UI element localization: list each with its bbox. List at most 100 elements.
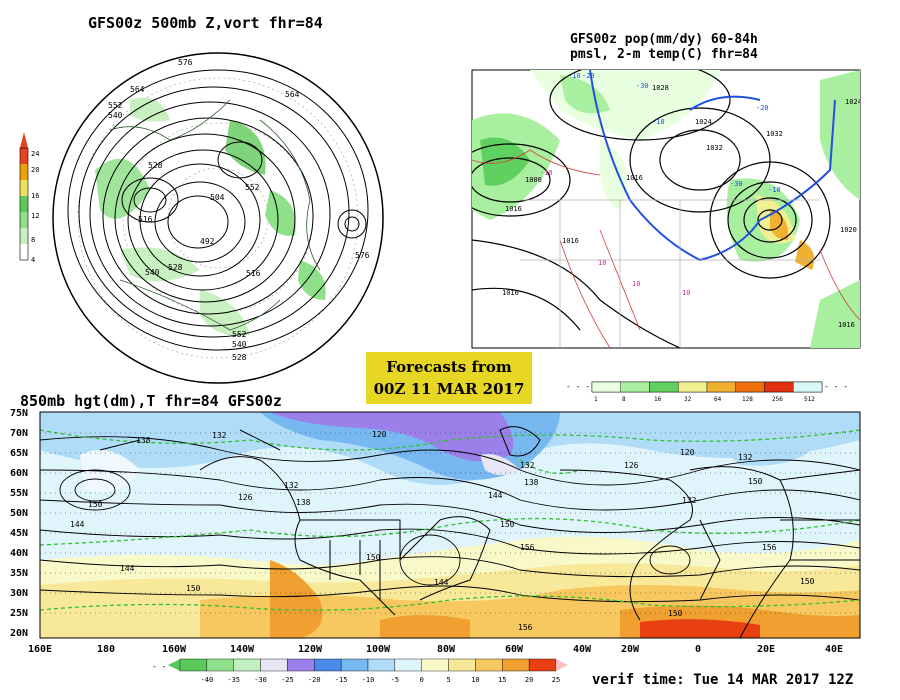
contour-label: 120 bbox=[680, 448, 695, 457]
lat-label: 60N bbox=[10, 468, 28, 479]
legend-label: 8 bbox=[31, 236, 35, 244]
lat-label: 75N bbox=[10, 408, 28, 419]
legend-label: 24 bbox=[31, 150, 39, 158]
legend-swatch bbox=[448, 658, 476, 672]
contour-label: 144 bbox=[120, 564, 135, 573]
legend-label: -30 bbox=[254, 676, 267, 684]
lat-label: 70N bbox=[10, 428, 28, 439]
legend-swatch bbox=[678, 381, 708, 393]
lon-label: 180 bbox=[97, 644, 115, 655]
lon-label: 160W bbox=[162, 644, 187, 655]
svg-text:- - -: - - - bbox=[824, 382, 848, 391]
legend-label: 12 bbox=[31, 212, 39, 220]
lon-label: 60W bbox=[505, 644, 524, 655]
legend-label: -5 bbox=[391, 676, 399, 684]
panel-b-title-line1: GFS00z pop(mm/dy) 60-84h bbox=[570, 32, 758, 47]
panel-a-title: GFS00z 500mb Z,vort fhr=84 bbox=[88, 14, 323, 32]
lon-label: 100W bbox=[366, 644, 391, 655]
legend-swatch bbox=[649, 381, 679, 393]
lon-label: 140W bbox=[230, 644, 255, 655]
legend-label: 512 bbox=[804, 396, 815, 403]
contour-label: 528 bbox=[148, 161, 163, 170]
lon-label: 40E bbox=[825, 644, 843, 655]
contour-label: 576 bbox=[178, 58, 193, 67]
contour-label: 144 bbox=[434, 578, 449, 587]
lon-label: 20E bbox=[757, 644, 775, 655]
legend-label: 64 bbox=[714, 396, 722, 403]
temp-label: -20 bbox=[756, 104, 769, 112]
legend-swatch bbox=[260, 658, 288, 672]
contour-label: 504 bbox=[210, 193, 225, 202]
temp-label: -20 bbox=[582, 72, 595, 80]
isobar-label: 1000 bbox=[525, 176, 542, 184]
isobar-label: 1032 bbox=[706, 144, 723, 152]
legend-label: -35 bbox=[227, 676, 240, 684]
lon-label: 20W bbox=[621, 644, 640, 655]
contour-label: 126 bbox=[238, 493, 253, 502]
lat-label: 25N bbox=[10, 608, 28, 619]
lat-label: 35N bbox=[10, 568, 28, 579]
contour-label: 540 bbox=[145, 268, 160, 277]
contour-label: 552 bbox=[245, 183, 260, 192]
isobar-label: 1024 bbox=[695, 118, 712, 126]
legend-swatch bbox=[340, 658, 369, 672]
contour-label: 156 bbox=[520, 543, 535, 552]
lat-label: 40N bbox=[10, 548, 28, 559]
contour-label: 516 bbox=[138, 215, 153, 224]
legend-swatch bbox=[502, 658, 530, 672]
temp-label: 10 bbox=[682, 289, 690, 297]
temp-label: -30 bbox=[636, 82, 649, 90]
legend-label: 256 bbox=[772, 396, 783, 403]
legend-label: 4 bbox=[31, 256, 35, 264]
legend-label: 10 bbox=[471, 676, 479, 684]
lat-label: 45N bbox=[10, 528, 28, 539]
temp-label: -30 bbox=[730, 180, 743, 188]
panel-b-title-line2: pmsl, 2-m temp(C) fhr=84 bbox=[570, 47, 758, 62]
forecast-init-box: Forecasts from 00Z 11 MAR 2017 bbox=[366, 352, 532, 404]
legend-swatch bbox=[233, 658, 261, 672]
legend-label: 32 bbox=[684, 396, 692, 403]
panel-a-map: 576 564 552 540 528 516 504 492 564 552 … bbox=[52, 52, 384, 384]
legend-swatch bbox=[764, 381, 794, 393]
contour-label: 156 bbox=[518, 623, 533, 632]
contour-label: 150 bbox=[500, 520, 515, 529]
legend-label: -25 bbox=[281, 676, 294, 684]
isobar-label: 1016 bbox=[505, 205, 522, 213]
contour-label: 528 bbox=[232, 353, 247, 362]
legend-label: -20 bbox=[308, 676, 321, 684]
lon-label: 0 bbox=[695, 644, 701, 655]
temp-label: 10 bbox=[632, 280, 640, 288]
contour-label: 150 bbox=[88, 500, 103, 509]
verif-time: verif time: Tue 14 MAR 2017 12Z bbox=[592, 672, 854, 688]
legend-label: 0 bbox=[420, 676, 424, 684]
contour-label: 144 bbox=[488, 491, 503, 500]
lon-label: 80W bbox=[437, 644, 456, 655]
isobar-label: 1016 bbox=[502, 289, 519, 297]
contour-label: 132 bbox=[682, 496, 697, 505]
isobar-label: 1020 bbox=[840, 226, 857, 234]
contour-label: 150 bbox=[186, 584, 201, 593]
legend-swatch bbox=[706, 381, 736, 393]
contour-label: 150 bbox=[366, 553, 381, 562]
lat-label: 50N bbox=[10, 508, 28, 519]
legend-label: 16 bbox=[654, 396, 662, 403]
legend-label: 20 bbox=[525, 676, 533, 684]
panel-c-map: 138 132 120 132 126 150 144 144 132 138 … bbox=[10, 408, 861, 655]
contour-label: 156 bbox=[762, 543, 777, 552]
panel-b-map: 1000 1016 1016 1024 1032 1016 1016 1028 … bbox=[471, 69, 861, 349]
legend-label: 5 bbox=[446, 676, 450, 684]
isobar-label: 1016 bbox=[626, 174, 643, 182]
panel-b-colorbar: - - - - - - 1 8 16 32 64 128 256 512 bbox=[566, 381, 848, 403]
legend-swatch bbox=[528, 658, 557, 672]
temp-label: 10 bbox=[598, 259, 606, 267]
legend-swatch bbox=[206, 658, 234, 672]
lon-label: 120W bbox=[298, 644, 323, 655]
contour-label: 150 bbox=[748, 477, 763, 486]
legend-swatch bbox=[179, 658, 208, 672]
legend-swatch bbox=[735, 381, 765, 393]
contour-label: 540 bbox=[232, 340, 247, 349]
isobar-label: 1028 bbox=[652, 84, 669, 92]
contour-label: 150 bbox=[800, 577, 815, 586]
lat-label: 55N bbox=[10, 488, 28, 499]
